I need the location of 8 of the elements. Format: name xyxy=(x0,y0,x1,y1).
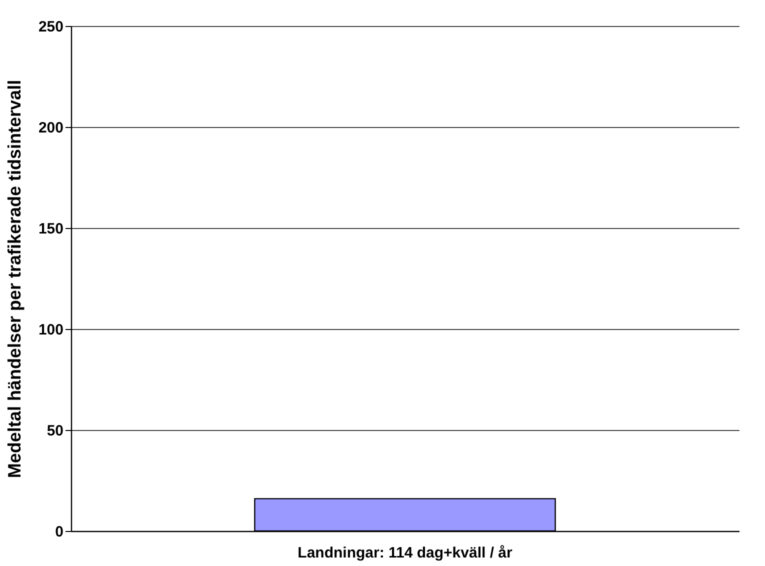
x-tick-label: Landningar: 114 dag+kväll / år xyxy=(298,544,512,562)
y-tick-label: 150 xyxy=(38,220,64,238)
y-tick-label: 50 xyxy=(46,422,64,440)
y-tick-label: 0 xyxy=(55,524,64,540)
y-axis-title: Medeltal händelser per trafikerade tidsintervall xyxy=(4,80,24,478)
y-tick-label: 250 xyxy=(38,18,64,36)
y-tick-label: 200 xyxy=(38,120,64,136)
y-tick-label: 100 xyxy=(38,322,64,338)
